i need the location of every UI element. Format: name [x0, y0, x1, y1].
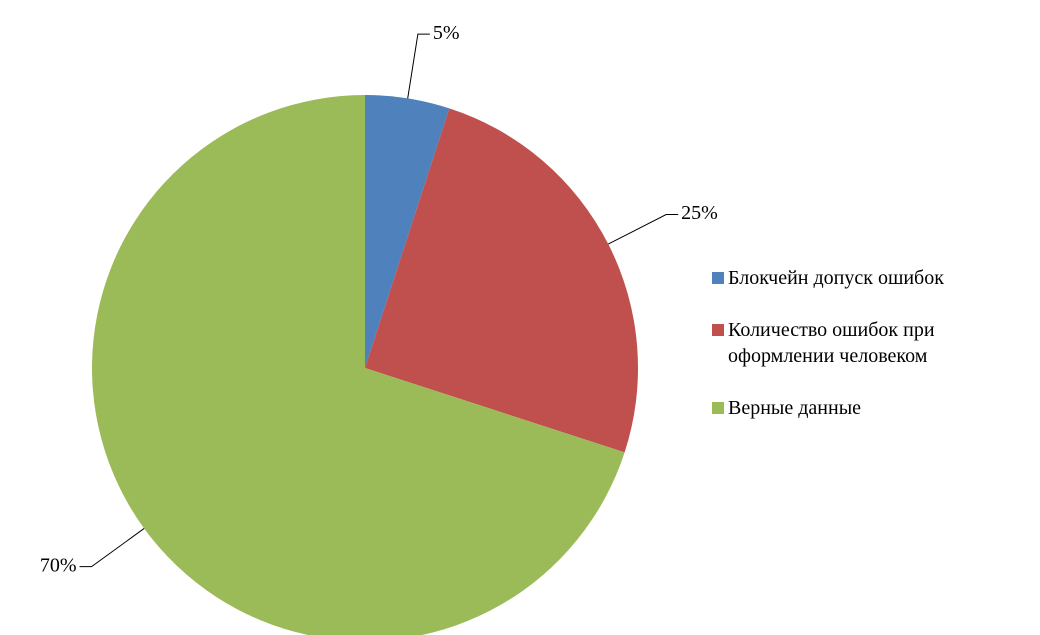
pie-slice — [365, 95, 450, 368]
data-label: 70% — [40, 554, 77, 576]
leader-line — [407, 33, 430, 99]
legend-swatch — [712, 324, 724, 336]
legend-item: Блокчейн допуск ошибок — [712, 265, 1032, 291]
data-label: 25% — [681, 202, 718, 224]
legend-item: Количество ошибок при оформлении человек… — [712, 317, 1032, 369]
legend-swatch — [712, 272, 724, 284]
leader-line — [608, 214, 679, 245]
legend: Блокчейн допуск ошибок Количество ошибок … — [712, 265, 1032, 447]
legend-item: Верные данные — [712, 395, 1032, 421]
legend-swatch — [712, 402, 724, 414]
pie-slice — [92, 95, 625, 635]
legend-label: Блокчейн допуск ошибок — [728, 267, 944, 289]
pie-slice — [365, 108, 638, 453]
legend-label: Верные данные — [728, 397, 862, 419]
leader-line — [79, 528, 145, 568]
legend-label: Количество ошибок при оформлении человек… — [728, 319, 935, 367]
data-label: 5% — [433, 22, 460, 44]
